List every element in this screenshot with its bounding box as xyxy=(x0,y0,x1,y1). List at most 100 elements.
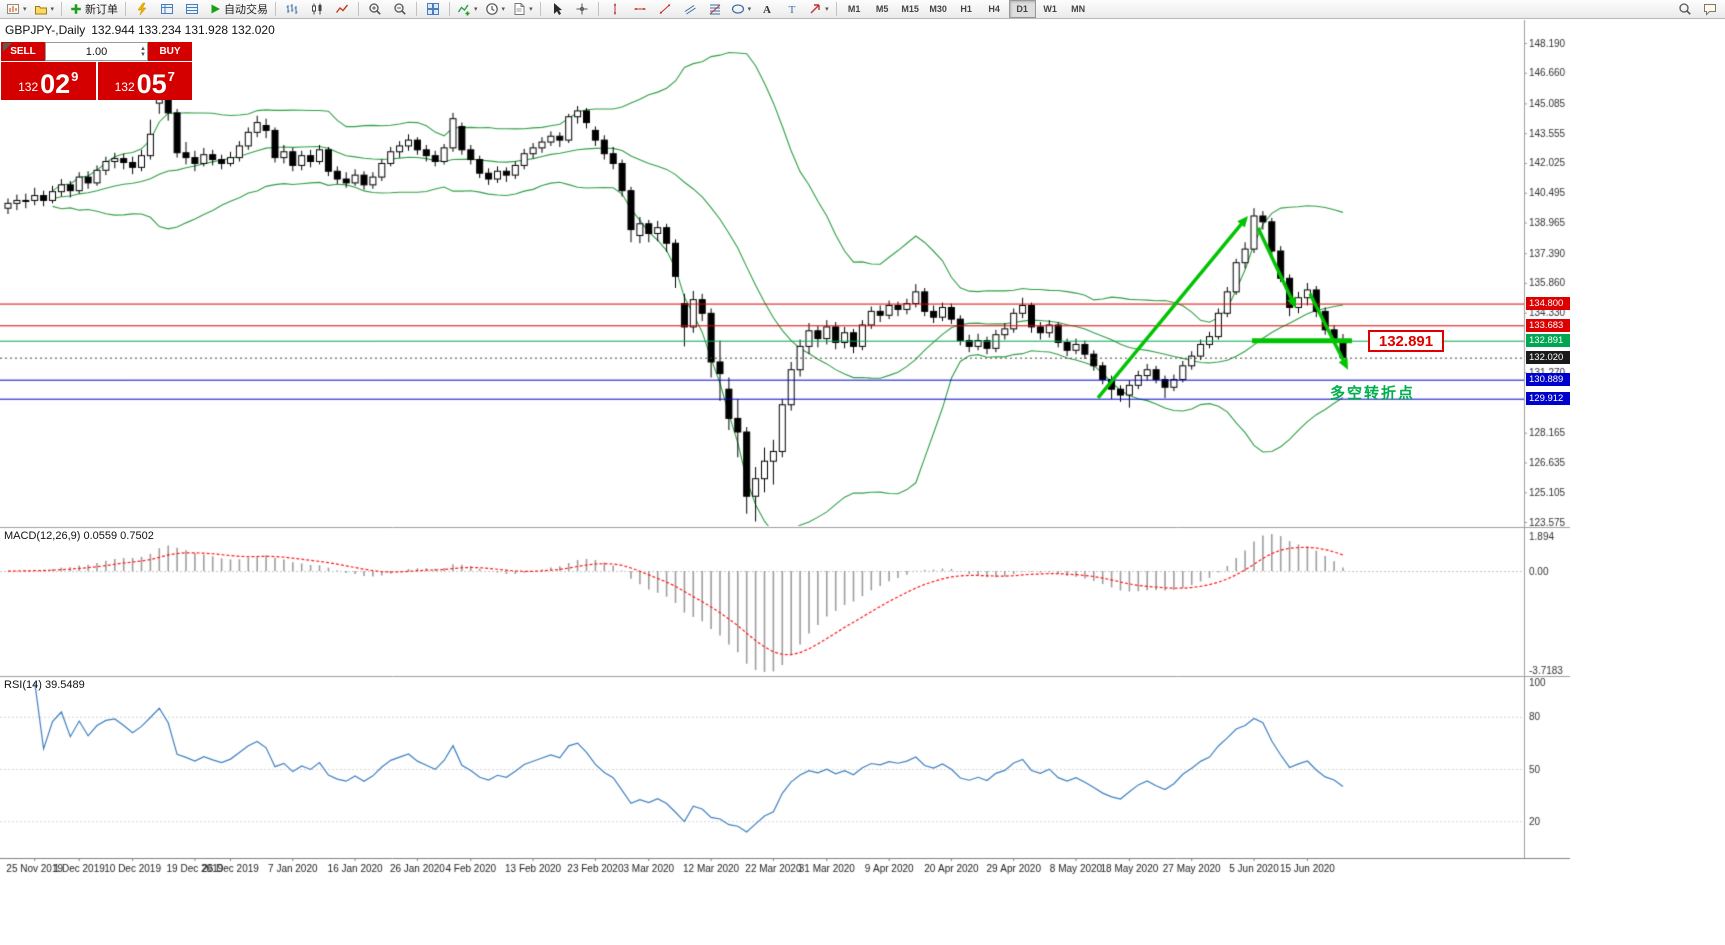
buy-price-button[interactable]: 132 05 7 xyxy=(97,62,192,100)
dropdown-arrow-icon[interactable]: ▾ xyxy=(23,6,27,13)
timeframe-button-mn[interactable]: MN xyxy=(1071,4,1086,14)
buy-button[interactable]: BUY xyxy=(148,42,192,61)
crosshair-button[interactable] xyxy=(570,0,594,19)
templates-button[interactable]: ▾ xyxy=(509,0,536,19)
sell-price-sup: 9 xyxy=(71,69,79,84)
price-tag-132.020: 132.020 xyxy=(1526,351,1570,365)
dropdown-arrow-icon[interactable]: ▾ xyxy=(747,6,752,13)
sell-button[interactable]: SELL xyxy=(1,42,45,61)
timeframe-button-m30[interactable]: M30 xyxy=(929,4,947,14)
profiles-icon xyxy=(34,2,48,16)
volume-down-icon[interactable]: ▼ xyxy=(140,51,146,58)
vertical-line-button[interactable] xyxy=(603,0,627,19)
dropdown-arrow-icon[interactable]: ▾ xyxy=(50,6,55,13)
price-tag-133.683: 133.683 xyxy=(1526,318,1570,332)
play-green-icon xyxy=(208,2,222,16)
svg-text:A: A xyxy=(763,4,771,16)
dropdown-arrow-icon[interactable]: ▾ xyxy=(529,6,533,13)
new-order-button-label: 新订单 xyxy=(85,4,119,16)
channel-icon xyxy=(683,2,697,16)
fibo-icon xyxy=(708,2,722,16)
new-chart-button[interactable]: ▾ xyxy=(3,0,30,19)
sell-price-button[interactable]: 132 02 9 xyxy=(1,62,96,100)
timeframe-button-w1[interactable]: W1 xyxy=(1043,4,1057,14)
line-chart-mode-button[interactable] xyxy=(330,0,354,19)
indicators-button[interactable]: ▾ xyxy=(454,0,481,19)
dropdown-arrow-icon[interactable]: ▾ xyxy=(474,6,478,13)
one-click-collapse-icon[interactable] xyxy=(3,43,12,52)
pivot-point-annotation[interactable]: 多空转折点 xyxy=(1330,385,1416,402)
price-tag-129.912: 129.912 xyxy=(1526,392,1570,406)
zoom-out-button[interactable] xyxy=(388,0,412,19)
svg-text:T: T xyxy=(789,4,796,16)
market-watch-icon xyxy=(160,2,174,16)
cursor-button[interactable] xyxy=(545,0,569,19)
tile-windows-button[interactable] xyxy=(421,0,445,19)
dropdown-arrow-icon[interactable]: ▾ xyxy=(501,6,506,13)
vline-icon xyxy=(608,2,622,16)
horizontal-line-button[interactable] xyxy=(628,0,652,19)
search-button[interactable] xyxy=(1673,0,1697,19)
text-button[interactable]: A xyxy=(755,0,779,19)
trendline-icon xyxy=(658,2,672,16)
community-chat-button[interactable] xyxy=(1698,0,1722,19)
shapes-icon xyxy=(731,2,745,16)
arrows-button[interactable]: ▾ xyxy=(805,0,832,19)
data-window-button[interactable] xyxy=(180,0,204,19)
zoom-in-icon xyxy=(368,2,382,16)
periods-icon xyxy=(485,2,499,16)
timeframe-button-m5[interactable]: M5 xyxy=(875,4,889,14)
timeframe-button-h4[interactable]: H4 xyxy=(988,4,1000,14)
timeframe-button-m15[interactable]: M15 xyxy=(901,4,919,14)
timeframe-button-m1[interactable]: M1 xyxy=(847,4,861,14)
one-click-trading-panel: SELL 1.00 ▲ ▼ BUY 132 02 9 132 05 7 xyxy=(1,42,192,100)
price-tag-134.800: 134.800 xyxy=(1526,297,1570,311)
indicators-icon xyxy=(457,2,471,16)
shapes-button[interactable]: ▾ xyxy=(728,0,755,19)
new-chart-icon xyxy=(6,2,20,16)
cursor-icon xyxy=(550,2,564,16)
periods-button[interactable]: ▾ xyxy=(482,0,509,19)
bars-chart-icon xyxy=(285,2,299,16)
sell-price-prefix: 132 xyxy=(18,80,39,94)
timeframe-button-d1[interactable]: D1 xyxy=(1008,0,1036,18)
chart-title: GBPJPY-,Daily 132.944 133.234 131.928 132… xyxy=(5,23,281,37)
hline-icon xyxy=(633,2,647,16)
volume-up-icon[interactable]: ▲ xyxy=(140,45,146,52)
channel-button[interactable] xyxy=(678,0,702,19)
volume-input[interactable]: 1.00 ▲ ▼ xyxy=(45,42,148,61)
crosshair-icon xyxy=(575,2,589,16)
toolbar-separator xyxy=(597,2,599,16)
new-order-button[interactable]: 新订单 xyxy=(66,0,121,19)
trendline-button[interactable] xyxy=(653,0,677,19)
autotrading-button[interactable]: 自动交易 xyxy=(205,0,271,19)
profiles-button[interactable]: ▾ xyxy=(31,0,58,19)
plus-green-icon xyxy=(69,2,83,16)
dropdown-arrow-icon[interactable]: ▾ xyxy=(825,6,829,13)
buy-price-big: 05 xyxy=(136,69,167,100)
market-watch-button[interactable] xyxy=(155,0,179,19)
data-window-icon xyxy=(185,2,199,16)
tile-windows-icon xyxy=(426,2,440,16)
price-level-annotation[interactable]: 132.891 xyxy=(1368,330,1444,352)
toolbar-separator xyxy=(416,2,418,16)
buy-price-sup: 7 xyxy=(167,69,175,84)
metaeditor-button[interactable] xyxy=(130,0,154,19)
buy-price-prefix: 132 xyxy=(114,80,135,94)
toolbar-separator xyxy=(61,2,63,16)
toolbar-separator xyxy=(358,2,360,16)
sell-price-big: 02 xyxy=(40,69,71,100)
volume-value: 1.00 xyxy=(85,45,108,58)
line-chart-icon xyxy=(335,2,349,16)
bar-chart-mode-button[interactable] xyxy=(280,0,304,19)
zoom-in-button[interactable] xyxy=(363,0,387,19)
timeframe-button-h1[interactable]: H1 xyxy=(960,4,972,14)
toolbar-separator xyxy=(449,2,451,16)
toolbar-separator xyxy=(275,2,277,16)
text-label-button[interactable]: T xyxy=(780,0,804,19)
candles-chart-icon xyxy=(310,2,324,16)
candle-chart-mode-button[interactable] xyxy=(305,0,329,19)
fibonacci-button[interactable] xyxy=(703,0,727,19)
